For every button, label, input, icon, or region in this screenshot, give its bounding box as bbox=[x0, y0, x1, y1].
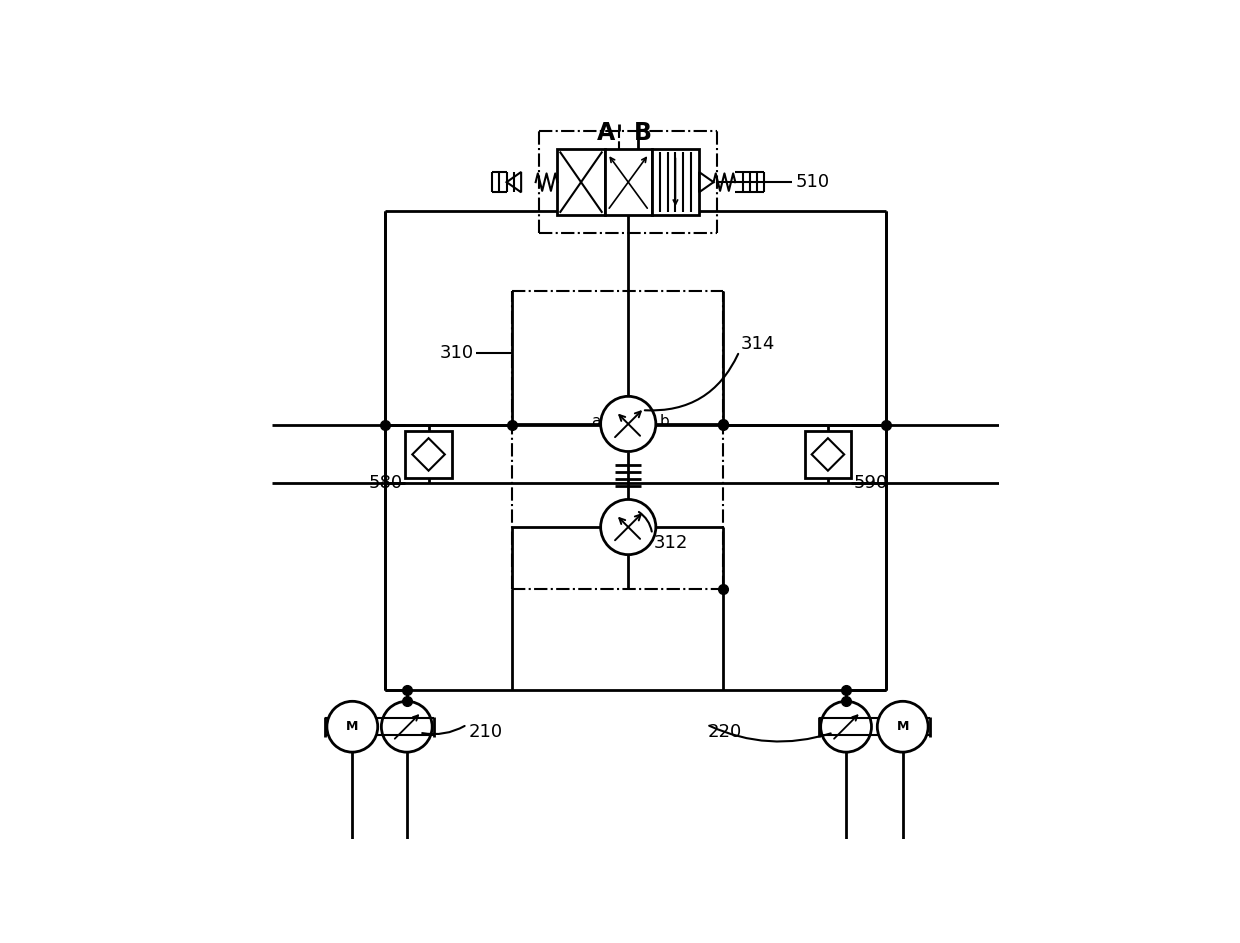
Bar bbox=[652, 149, 699, 215]
Circle shape bbox=[877, 702, 928, 753]
Text: M: M bbox=[346, 720, 358, 734]
Text: 310: 310 bbox=[440, 344, 475, 362]
Text: 312: 312 bbox=[653, 534, 688, 552]
Text: 580: 580 bbox=[370, 474, 403, 492]
Text: b: b bbox=[660, 414, 670, 429]
Bar bbox=[605, 149, 652, 215]
Text: 590: 590 bbox=[853, 474, 888, 492]
FancyArrowPatch shape bbox=[639, 512, 652, 532]
Text: A: A bbox=[598, 122, 615, 145]
Bar bbox=[558, 149, 605, 215]
Text: 510: 510 bbox=[795, 174, 830, 191]
Text: a: a bbox=[591, 414, 600, 429]
FancyArrowPatch shape bbox=[645, 354, 738, 410]
Text: 210: 210 bbox=[469, 722, 502, 741]
Text: 314: 314 bbox=[740, 335, 775, 353]
Circle shape bbox=[600, 500, 656, 554]
FancyArrowPatch shape bbox=[709, 726, 831, 741]
Bar bbox=[405, 431, 451, 478]
Circle shape bbox=[821, 702, 872, 753]
Circle shape bbox=[600, 396, 656, 452]
Bar bbox=[805, 431, 851, 478]
Text: B: B bbox=[634, 122, 652, 145]
Circle shape bbox=[382, 702, 433, 753]
FancyArrowPatch shape bbox=[422, 726, 465, 735]
Text: M: M bbox=[897, 720, 909, 734]
Circle shape bbox=[327, 702, 378, 753]
Text: 220: 220 bbox=[708, 722, 743, 741]
